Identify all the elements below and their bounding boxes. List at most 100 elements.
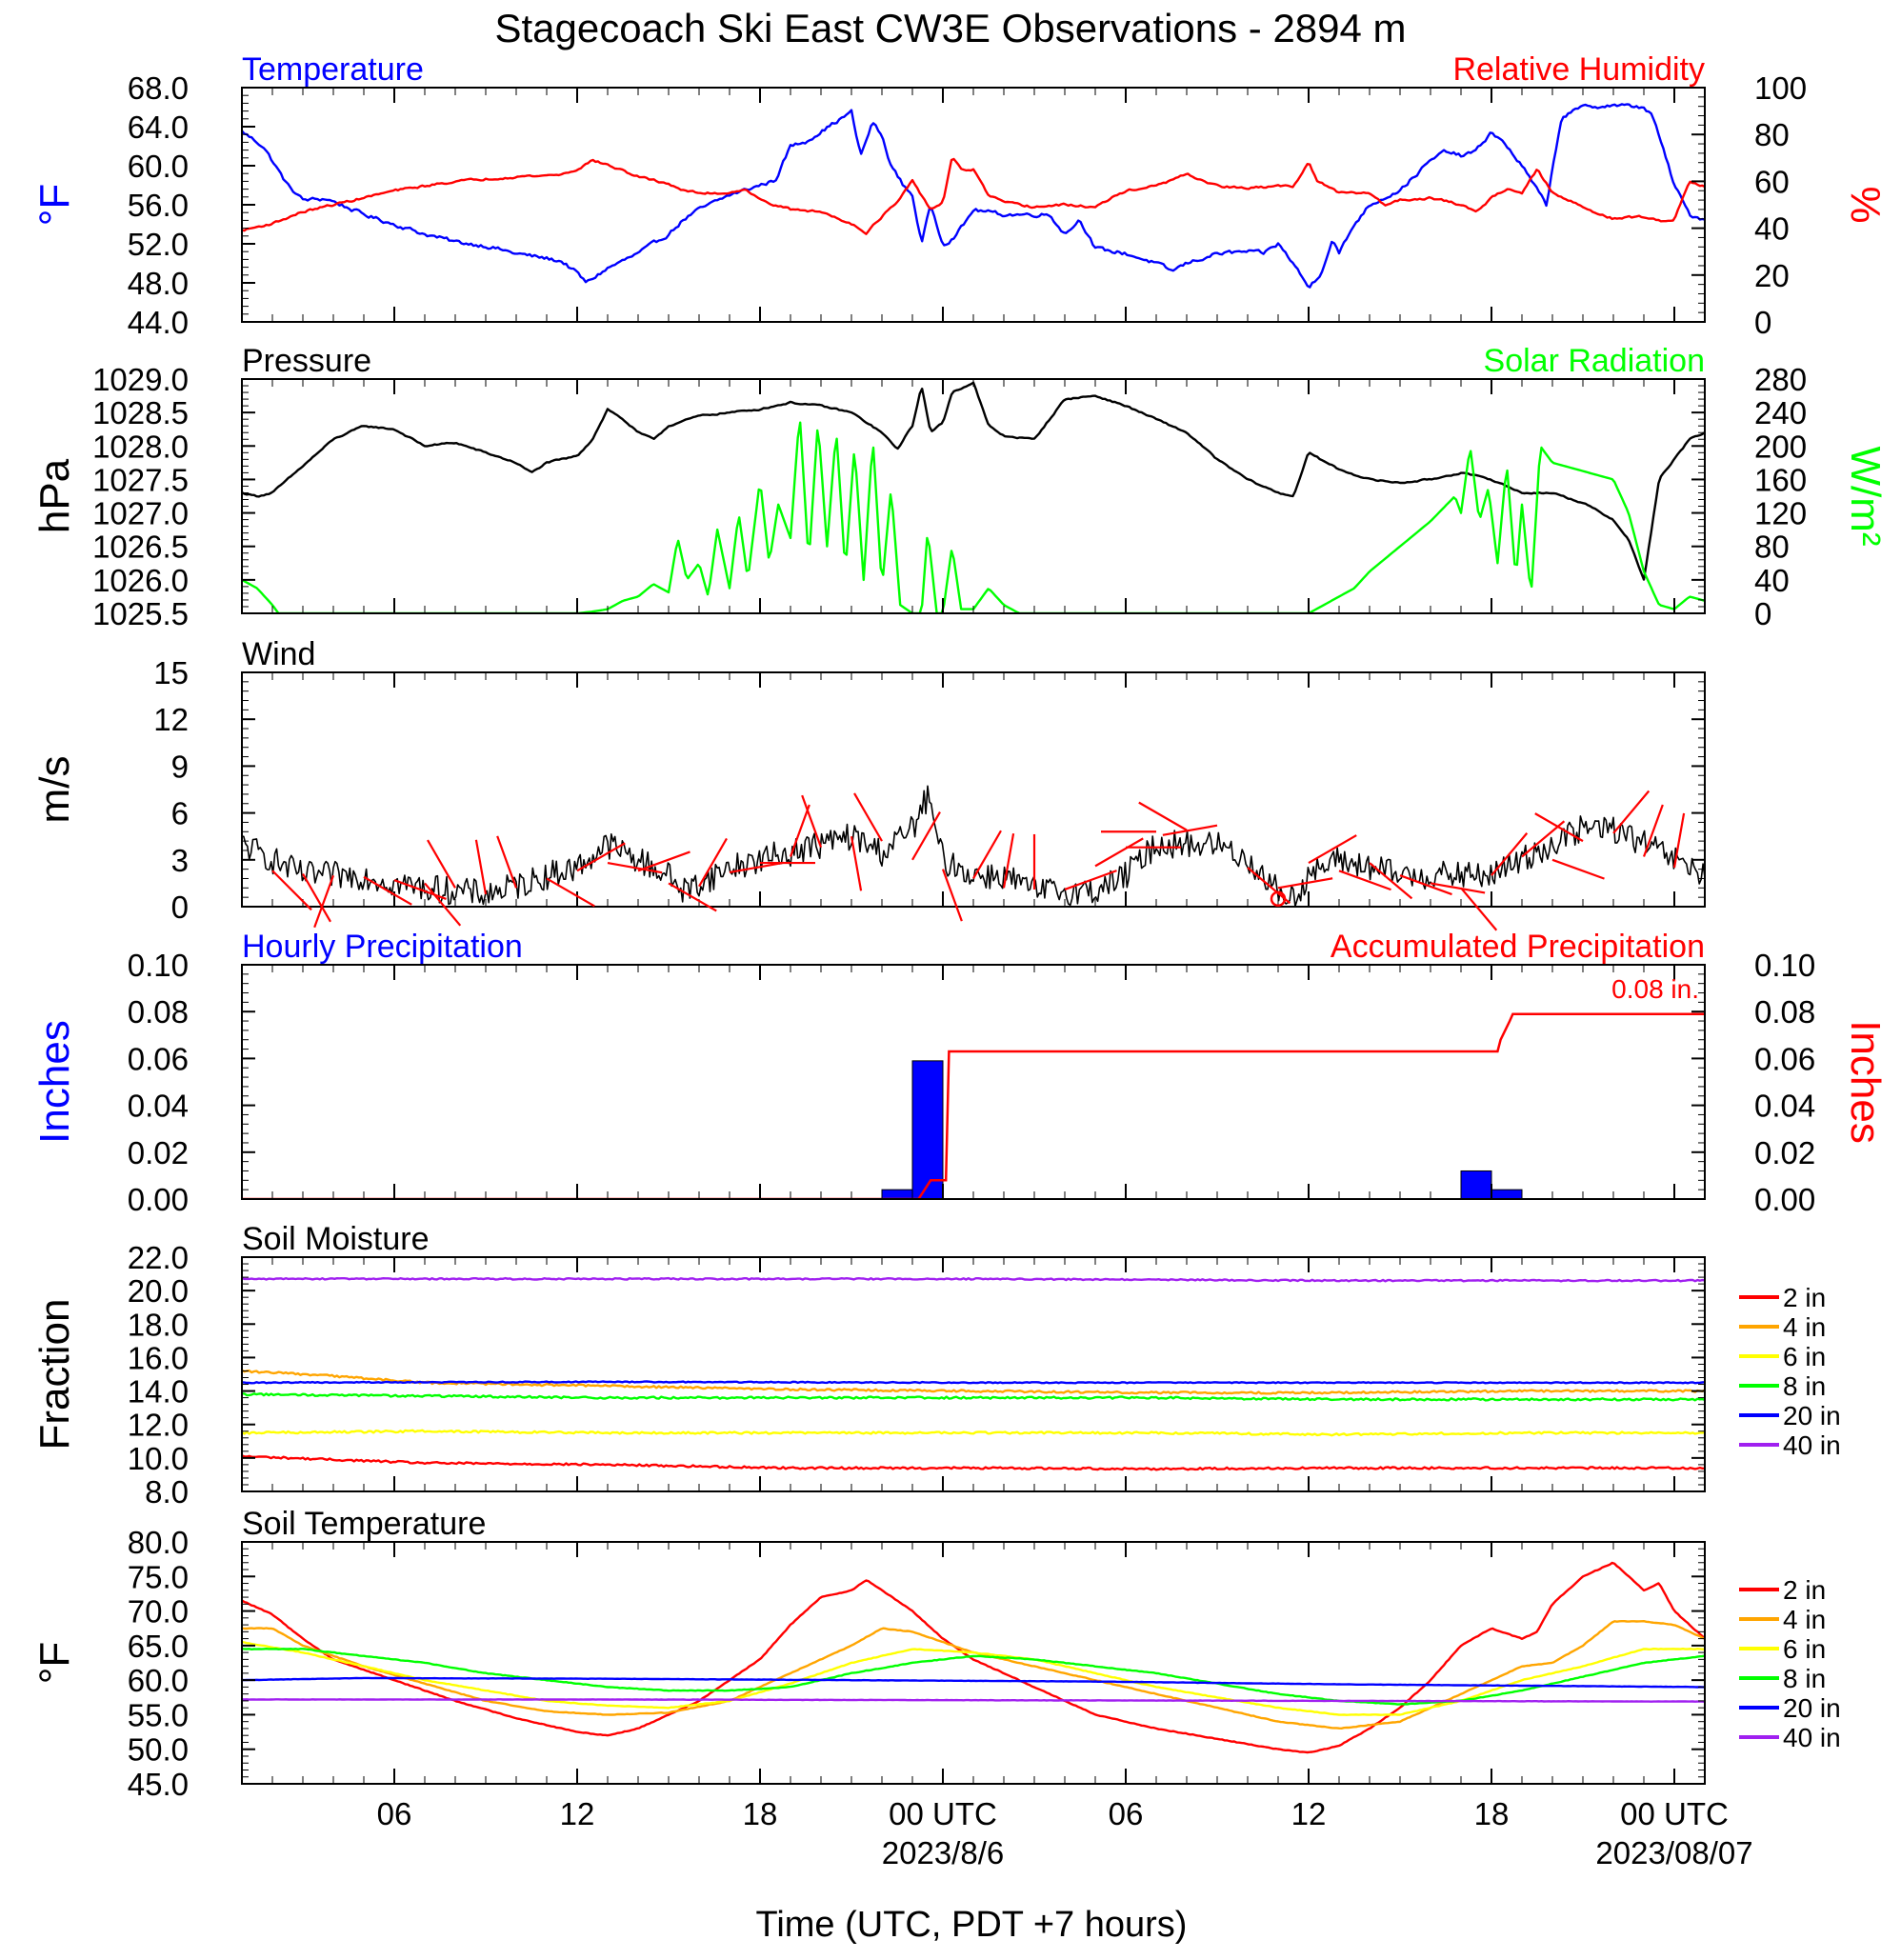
right-axis-label: W/m² [1842,446,1889,546]
left-tick-label: 80.0 [128,1525,189,1560]
right-tick-label: 60 [1754,164,1790,199]
legend-label: 20 in [1783,1401,1841,1430]
wind-barb [1277,877,1333,890]
left-tick-label: 1028.0 [92,429,189,464]
right-tick-label: 0.04 [1754,1089,1815,1124]
wind-barb [1399,874,1452,896]
panel-data [242,1276,1705,1471]
left-tick-label: 0.06 [128,1041,189,1076]
wind-barb [1430,882,1486,894]
accumulated-total-label: 0.08 in. [1611,974,1699,1004]
right-tick-label: 20 [1754,258,1790,293]
panel-left-title: Wind [242,636,315,672]
legend-label: 4 in [1783,1605,1826,1634]
left-tick-label: 1025.5 [92,596,189,631]
right-tick-label: 40 [1754,563,1790,598]
right-tick-label: 0.02 [1754,1135,1815,1170]
wind-barb [607,861,663,874]
left-tick-label: 70.0 [128,1594,189,1630]
wind-barb [427,839,456,889]
left-tick-label: 0.08 [128,994,189,1030]
time-tick-label: 18 [1474,1796,1510,1831]
right-tick-label: 80 [1754,117,1790,152]
right-tick-label: 0.00 [1754,1182,1815,1217]
series-6-in [242,1429,1705,1437]
right-tick-label: 0.08 [1754,994,1815,1030]
wind-barb [313,874,335,929]
wind-barb [1338,870,1391,891]
left-tick-label: 18.0 [128,1307,189,1342]
right-tick-label: 0.10 [1754,948,1815,983]
right-tick-label: 0.06 [1754,1041,1815,1076]
date-label: 2023/08/07 [1595,1835,1752,1870]
left-tick-label: 0 [171,890,189,925]
left-tick-label: 44.0 [128,305,189,340]
series-temperature [242,103,1705,289]
left-tick-label: 60.0 [128,149,189,184]
right-tick-label: 200 [1754,429,1807,464]
left-tick-label: 45.0 [128,1767,189,1802]
wind-barb [1491,832,1529,876]
wind-barb [1612,790,1651,834]
series-8-in [242,1392,1705,1402]
wind-barb [789,804,810,857]
right-axis-label: Inches [1842,1020,1889,1144]
time-tick-label: 06 [377,1796,412,1831]
wind-barb [698,837,728,888]
panel-wind: Wind 0 3 6 9 12 15 m/s [31,636,1706,931]
wind-barb [496,835,518,889]
wind-barb [911,811,941,861]
time-axis-label: Time (UTC, PDT +7 hours) [756,1905,1188,1945]
left-axis-label: Fraction [31,1299,78,1450]
panel-left-title: Soil Moisture [242,1221,430,1257]
hourly-precip-bar [911,1060,944,1199]
left-tick-label: 8.0 [145,1474,189,1510]
left-tick-label: 0.04 [128,1089,189,1124]
wind-barb [729,861,785,874]
series-20-in [242,1380,1705,1385]
wind-barb [271,870,312,911]
series-2-in [242,1454,1705,1471]
accumulated-precip-line [242,1012,1705,1199]
time-tick-label: 00 UTC [1620,1796,1729,1831]
panel-left-title: Soil Temperature [242,1506,486,1542]
time-tick-label: 12 [560,1796,595,1831]
hourly-precip-bar [881,1189,913,1199]
left-tick-label: 55.0 [128,1697,189,1732]
figure-title: Stagecoach Ski East CW3E Observations - … [494,6,1406,50]
wind-barb [1138,801,1188,831]
left-tick-label: 65.0 [128,1629,189,1664]
panel-data [242,103,1705,289]
wind-barb [1642,804,1664,857]
left-tick-label: 9 [171,749,189,784]
right-tick-label: 40 [1754,211,1790,247]
right-tick-label: 0 [1754,596,1771,631]
panel-pressure_solar: Pressure Solar Radiation 1025.51026.01026.… [31,343,1889,631]
left-axis-label: °F [31,184,78,226]
date-label: 2023/8/6 [882,1835,1004,1870]
right-tick-label: 280 [1754,362,1807,397]
panel-soil_temperature: Soil Temperature 45.050.055.060.065.070.0… [31,1506,1841,1802]
wind-barb [1002,833,1015,889]
wind-barb [1534,812,1584,843]
left-tick-label: 14.0 [128,1374,189,1410]
calm-wind-marker [1270,890,1287,908]
left-axis-label: °F [31,1642,78,1684]
time-tick-label: 12 [1291,1796,1327,1831]
right-tick-label: 120 [1754,496,1807,531]
right-tick-label: 160 [1754,462,1807,497]
wind-barb [576,842,626,872]
wind-barb [474,839,488,895]
legend-label: 8 in [1783,1664,1826,1693]
wind-barb [393,879,447,900]
wind-barb [1094,837,1144,868]
panel-data [242,1561,1705,1754]
left-tick-label: 0.02 [128,1135,189,1170]
series-relative-humidity [242,157,1705,235]
left-tick-label: 1027.0 [92,496,189,531]
wind-barb [1308,834,1357,865]
wind-barb [1064,870,1117,890]
legend-label: 8 in [1783,1371,1826,1401]
